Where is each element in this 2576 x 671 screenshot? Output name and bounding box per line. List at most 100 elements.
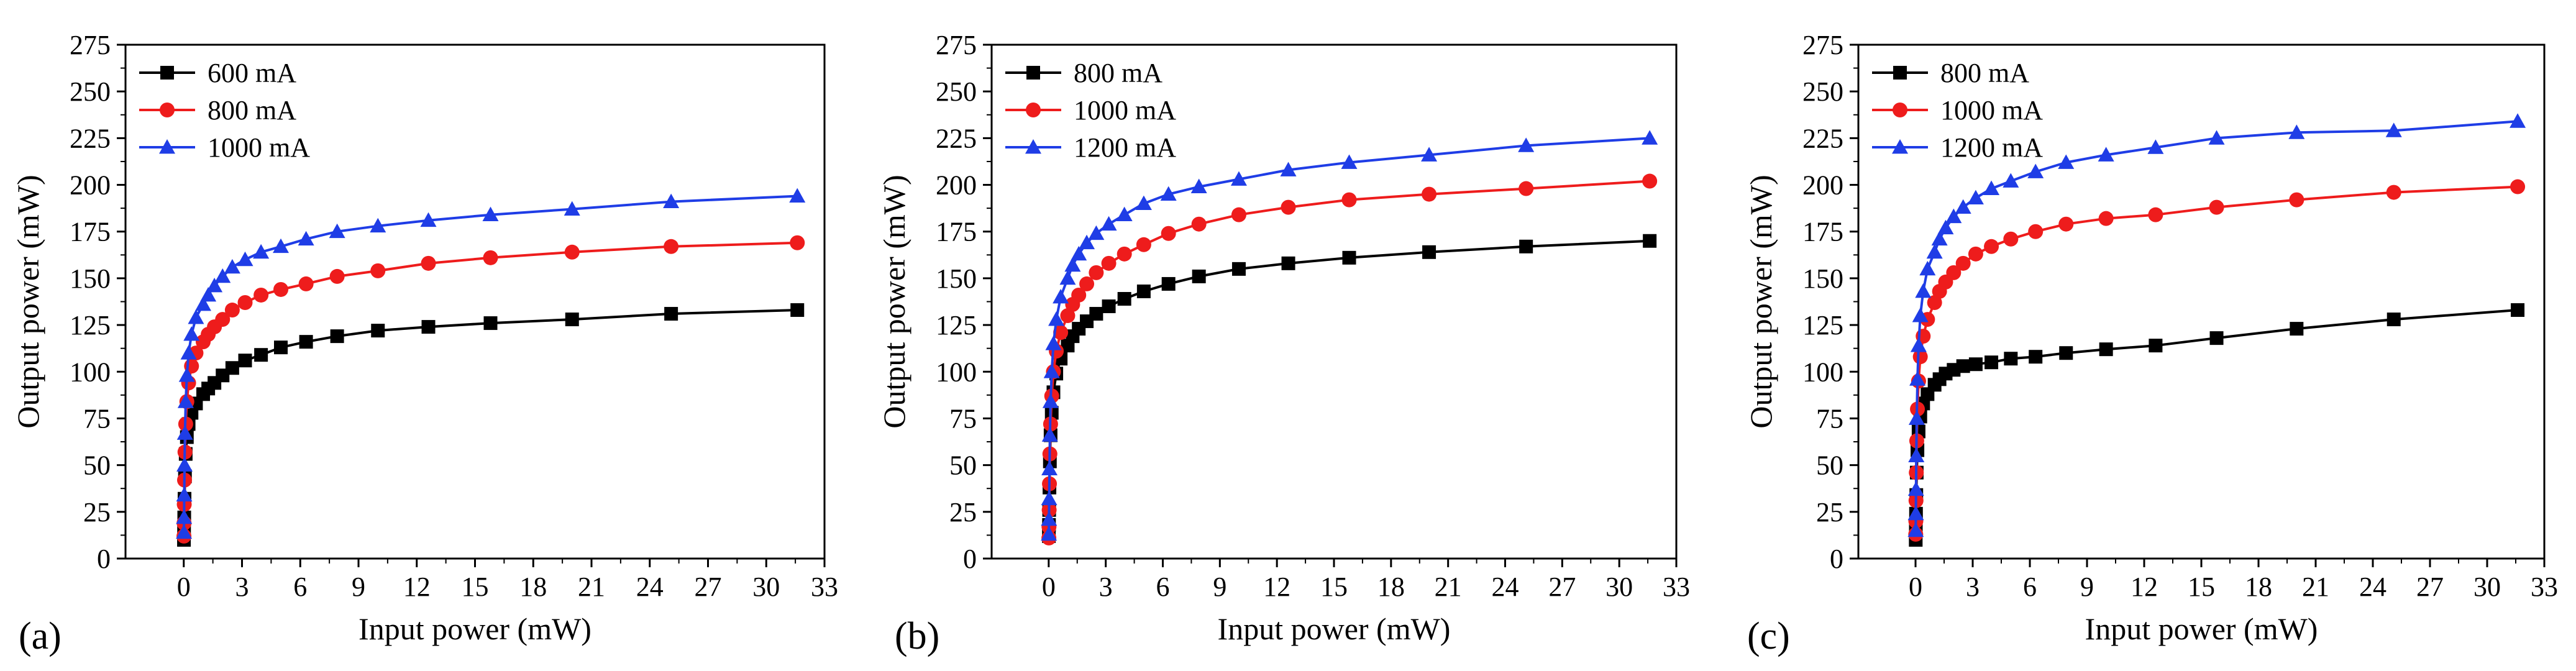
x-tick-label: 6 — [1156, 572, 1170, 602]
data-point — [1931, 231, 1948, 246]
data-point — [2029, 350, 2043, 364]
data-point — [2148, 207, 2163, 222]
data-point — [1908, 410, 1925, 425]
x-tick-label: 3 — [1099, 572, 1113, 602]
y-tick-label: 75 — [949, 403, 977, 434]
x-axis-title: Input power (mW) — [2085, 611, 2318, 646]
series-800-ma — [1909, 303, 2525, 547]
data-point — [1642, 173, 1658, 189]
panel-label: (a) — [19, 615, 62, 657]
series-1200-ma — [1907, 113, 2526, 537]
x-tick-label: 33 — [1663, 572, 1690, 602]
x-tick-label: 0 — [1909, 572, 1922, 602]
data-point — [1136, 284, 1151, 298]
data-point — [421, 255, 436, 271]
legend-label: 600 mA — [208, 58, 296, 88]
x-tick-label: 12 — [2131, 572, 2158, 602]
data-point — [1101, 255, 1117, 271]
data-point — [1281, 256, 1295, 270]
y-tick-label: 250 — [1802, 76, 1843, 107]
data-point — [1956, 359, 1970, 373]
data-point — [1422, 186, 1437, 202]
y-tick-label: 25 — [83, 497, 111, 527]
data-point — [370, 217, 386, 233]
data-point — [1983, 180, 2000, 195]
data-point — [1909, 371, 1926, 386]
data-point — [1053, 288, 1069, 304]
x-tick-label: 24 — [2359, 572, 2386, 602]
x-tick-label: 9 — [2080, 572, 2094, 602]
data-point — [370, 263, 386, 278]
legend-label: 1200 mA — [1940, 132, 2043, 163]
x-tick-label: 21 — [578, 572, 605, 602]
y-tick-label: 100 — [70, 357, 111, 387]
x-tick-label: 27 — [2416, 572, 2444, 602]
data-point — [176, 509, 193, 524]
data-point — [664, 307, 678, 321]
data-point — [2288, 124, 2305, 139]
data-point — [1421, 147, 1438, 162]
data-point — [1230, 171, 1247, 186]
data-point — [2149, 339, 2163, 353]
y-tick-label: 225 — [936, 123, 977, 153]
series-1000-ma — [176, 188, 806, 539]
data-point — [371, 324, 385, 338]
data-point — [2386, 313, 2401, 327]
data-point — [1280, 162, 1297, 176]
data-point — [1937, 219, 1954, 235]
data-point — [564, 201, 580, 216]
data-point — [2510, 113, 2526, 128]
panel-label: (b) — [895, 615, 939, 657]
data-point — [237, 295, 253, 311]
y-tick-label: 175 — [70, 217, 111, 247]
x-tick-label: 15 — [2188, 572, 2215, 602]
x-tick-label: 18 — [519, 572, 547, 602]
data-point — [206, 277, 223, 293]
data-point — [1041, 511, 1057, 526]
data-point — [1915, 283, 1932, 298]
panel-label: (c) — [1747, 615, 1790, 657]
data-point — [200, 286, 217, 302]
series-1200-ma — [1041, 130, 1658, 541]
legend-marker — [1026, 103, 1041, 117]
data-point — [298, 276, 314, 291]
data-point — [238, 354, 252, 368]
data-point — [1079, 234, 1095, 250]
legend-entry: 600 mA — [139, 58, 296, 88]
data-point — [1519, 181, 1534, 196]
series-800-ma — [1042, 234, 1657, 543]
y-tick-label: 100 — [1802, 357, 1843, 387]
data-point — [789, 188, 806, 203]
x-tick-label: 3 — [1966, 572, 1980, 602]
data-point — [790, 303, 805, 317]
data-point — [1912, 308, 1929, 322]
data-point — [2003, 231, 2019, 247]
y-tick-label: 250 — [936, 76, 977, 107]
data-point — [1117, 246, 1132, 262]
data-point — [1071, 245, 1087, 261]
y-axis-title: Output power (mW) — [11, 175, 45, 428]
data-point — [2289, 192, 2304, 208]
data-point — [420, 212, 437, 227]
x-tick-label: 15 — [1320, 572, 1348, 602]
data-point — [2028, 224, 2044, 239]
series-600-ma — [177, 303, 805, 547]
legend-marker — [159, 139, 175, 154]
legend-entry: 1000 mA — [1872, 95, 2043, 126]
data-point — [329, 268, 345, 284]
data-point — [1190, 178, 1207, 193]
y-tick-label: 75 — [83, 403, 111, 434]
data-point — [2385, 122, 2402, 137]
data-point — [1926, 244, 1943, 259]
x-tick-label: 0 — [177, 572, 191, 602]
data-point — [483, 250, 498, 265]
legend-label: 800 mA — [1940, 58, 2029, 88]
x-tick-label: 21 — [1435, 572, 1462, 602]
data-point — [1192, 269, 1206, 283]
legend-marker — [1893, 103, 1907, 117]
data-point — [1967, 189, 1984, 204]
legend-entry: 800 mA — [1872, 58, 2029, 88]
y-tick-label: 275 — [1802, 30, 1843, 60]
y-tick-label: 0 — [1830, 544, 1843, 574]
